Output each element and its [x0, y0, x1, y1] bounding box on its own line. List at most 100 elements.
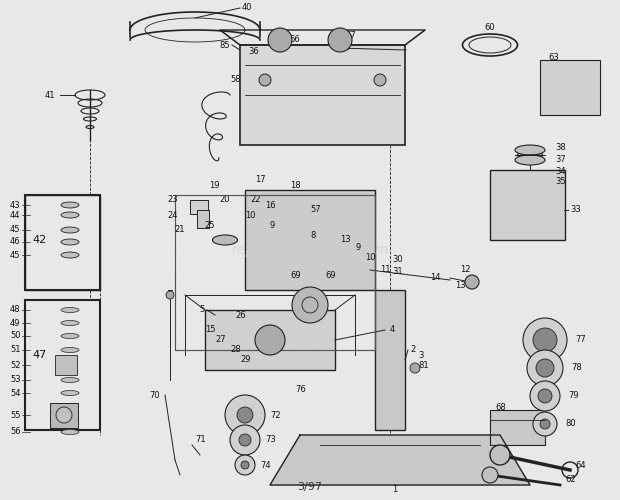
Text: 28: 28 [230, 346, 241, 354]
Text: 9: 9 [355, 244, 360, 252]
Circle shape [239, 434, 251, 446]
Text: 62: 62 [565, 476, 575, 484]
Text: 43: 43 [10, 200, 20, 209]
Circle shape [241, 461, 249, 469]
Text: 12: 12 [460, 266, 471, 274]
Bar [245, 190, 375, 290]
Bar [55, 355, 77, 375]
Text: 23: 23 [167, 196, 178, 204]
Text: 13: 13 [455, 280, 466, 289]
Text: 21: 21 [174, 226, 185, 234]
Ellipse shape [61, 378, 79, 382]
Text: 42: 42 [32, 235, 46, 245]
Text: 36: 36 [248, 48, 259, 56]
Circle shape [540, 419, 550, 429]
Text: 74: 74 [260, 460, 270, 469]
Text: 8: 8 [310, 230, 316, 239]
Ellipse shape [61, 390, 79, 396]
Text: 9: 9 [270, 220, 275, 230]
Ellipse shape [518, 151, 542, 159]
Text: 10: 10 [245, 210, 255, 220]
Bar [175, 195, 375, 350]
Text: 63: 63 [548, 54, 559, 62]
Text: 79: 79 [568, 392, 578, 400]
Text: 70: 70 [149, 390, 160, 400]
Circle shape [259, 74, 271, 86]
Circle shape [374, 74, 386, 86]
Circle shape [523, 318, 567, 362]
Ellipse shape [61, 239, 79, 245]
Text: 71: 71 [195, 436, 206, 444]
Ellipse shape [61, 320, 79, 326]
Text: 45: 45 [10, 250, 20, 260]
Circle shape [465, 275, 479, 289]
Circle shape [56, 407, 72, 423]
Text: 85: 85 [219, 40, 230, 50]
Text: 27: 27 [215, 336, 226, 344]
Ellipse shape [61, 227, 79, 233]
Text: 11: 11 [380, 266, 391, 274]
Text: 39: 39 [340, 44, 351, 52]
Text: 53: 53 [10, 376, 20, 384]
Circle shape [166, 291, 174, 299]
Text: 81: 81 [418, 360, 428, 370]
Text: 17: 17 [255, 176, 265, 184]
Text: 80: 80 [565, 420, 575, 428]
Text: 66: 66 [290, 36, 300, 44]
Text: 37: 37 [555, 156, 565, 164]
Text: 58: 58 [230, 76, 241, 84]
Circle shape [255, 325, 285, 355]
Circle shape [292, 287, 328, 323]
Bar [205, 310, 335, 370]
Circle shape [533, 328, 557, 352]
Text: 19: 19 [210, 180, 220, 190]
Ellipse shape [61, 430, 79, 434]
Text: 76: 76 [295, 386, 306, 394]
Ellipse shape [213, 235, 237, 245]
Text: 14: 14 [430, 274, 440, 282]
Bar [25, 300, 100, 430]
Text: 3/97: 3/97 [298, 482, 322, 492]
Bar [490, 410, 545, 445]
Ellipse shape [61, 252, 79, 258]
Text: 40: 40 [242, 4, 252, 13]
Bar [490, 170, 565, 240]
Circle shape [328, 28, 352, 52]
Ellipse shape [515, 155, 545, 165]
Text: 1: 1 [392, 486, 397, 494]
Text: 22: 22 [250, 196, 260, 204]
Text: 3: 3 [418, 350, 423, 360]
Circle shape [536, 359, 554, 377]
Text: 31: 31 [392, 268, 402, 276]
Text: 50: 50 [10, 332, 20, 340]
Text: 69: 69 [290, 270, 301, 280]
Text: 30: 30 [392, 256, 402, 264]
Text: 64: 64 [575, 460, 586, 469]
Text: 54: 54 [10, 388, 20, 398]
Circle shape [410, 363, 420, 373]
Text: 47: 47 [32, 350, 46, 360]
Text: 73: 73 [265, 436, 276, 444]
Text: replacementparts.com: replacementparts.com [231, 243, 389, 257]
Circle shape [538, 389, 552, 403]
Circle shape [482, 467, 498, 483]
Text: 49: 49 [10, 318, 20, 328]
Text: 44: 44 [10, 210, 20, 220]
Text: 15: 15 [205, 326, 216, 334]
Text: 4: 4 [390, 326, 396, 334]
Bar [25, 195, 100, 290]
Text: 18: 18 [290, 180, 301, 190]
Text: 46: 46 [10, 238, 20, 246]
Ellipse shape [515, 145, 545, 155]
Text: 13: 13 [340, 236, 351, 244]
Ellipse shape [61, 308, 79, 312]
Text: 35: 35 [555, 178, 565, 186]
Circle shape [237, 407, 253, 423]
Bar [240, 45, 405, 145]
Bar [25, 195, 100, 290]
Bar [50, 403, 78, 428]
Text: 72: 72 [270, 410, 281, 420]
Text: 26: 26 [235, 310, 246, 320]
Circle shape [490, 445, 510, 465]
Text: 2: 2 [410, 346, 415, 354]
